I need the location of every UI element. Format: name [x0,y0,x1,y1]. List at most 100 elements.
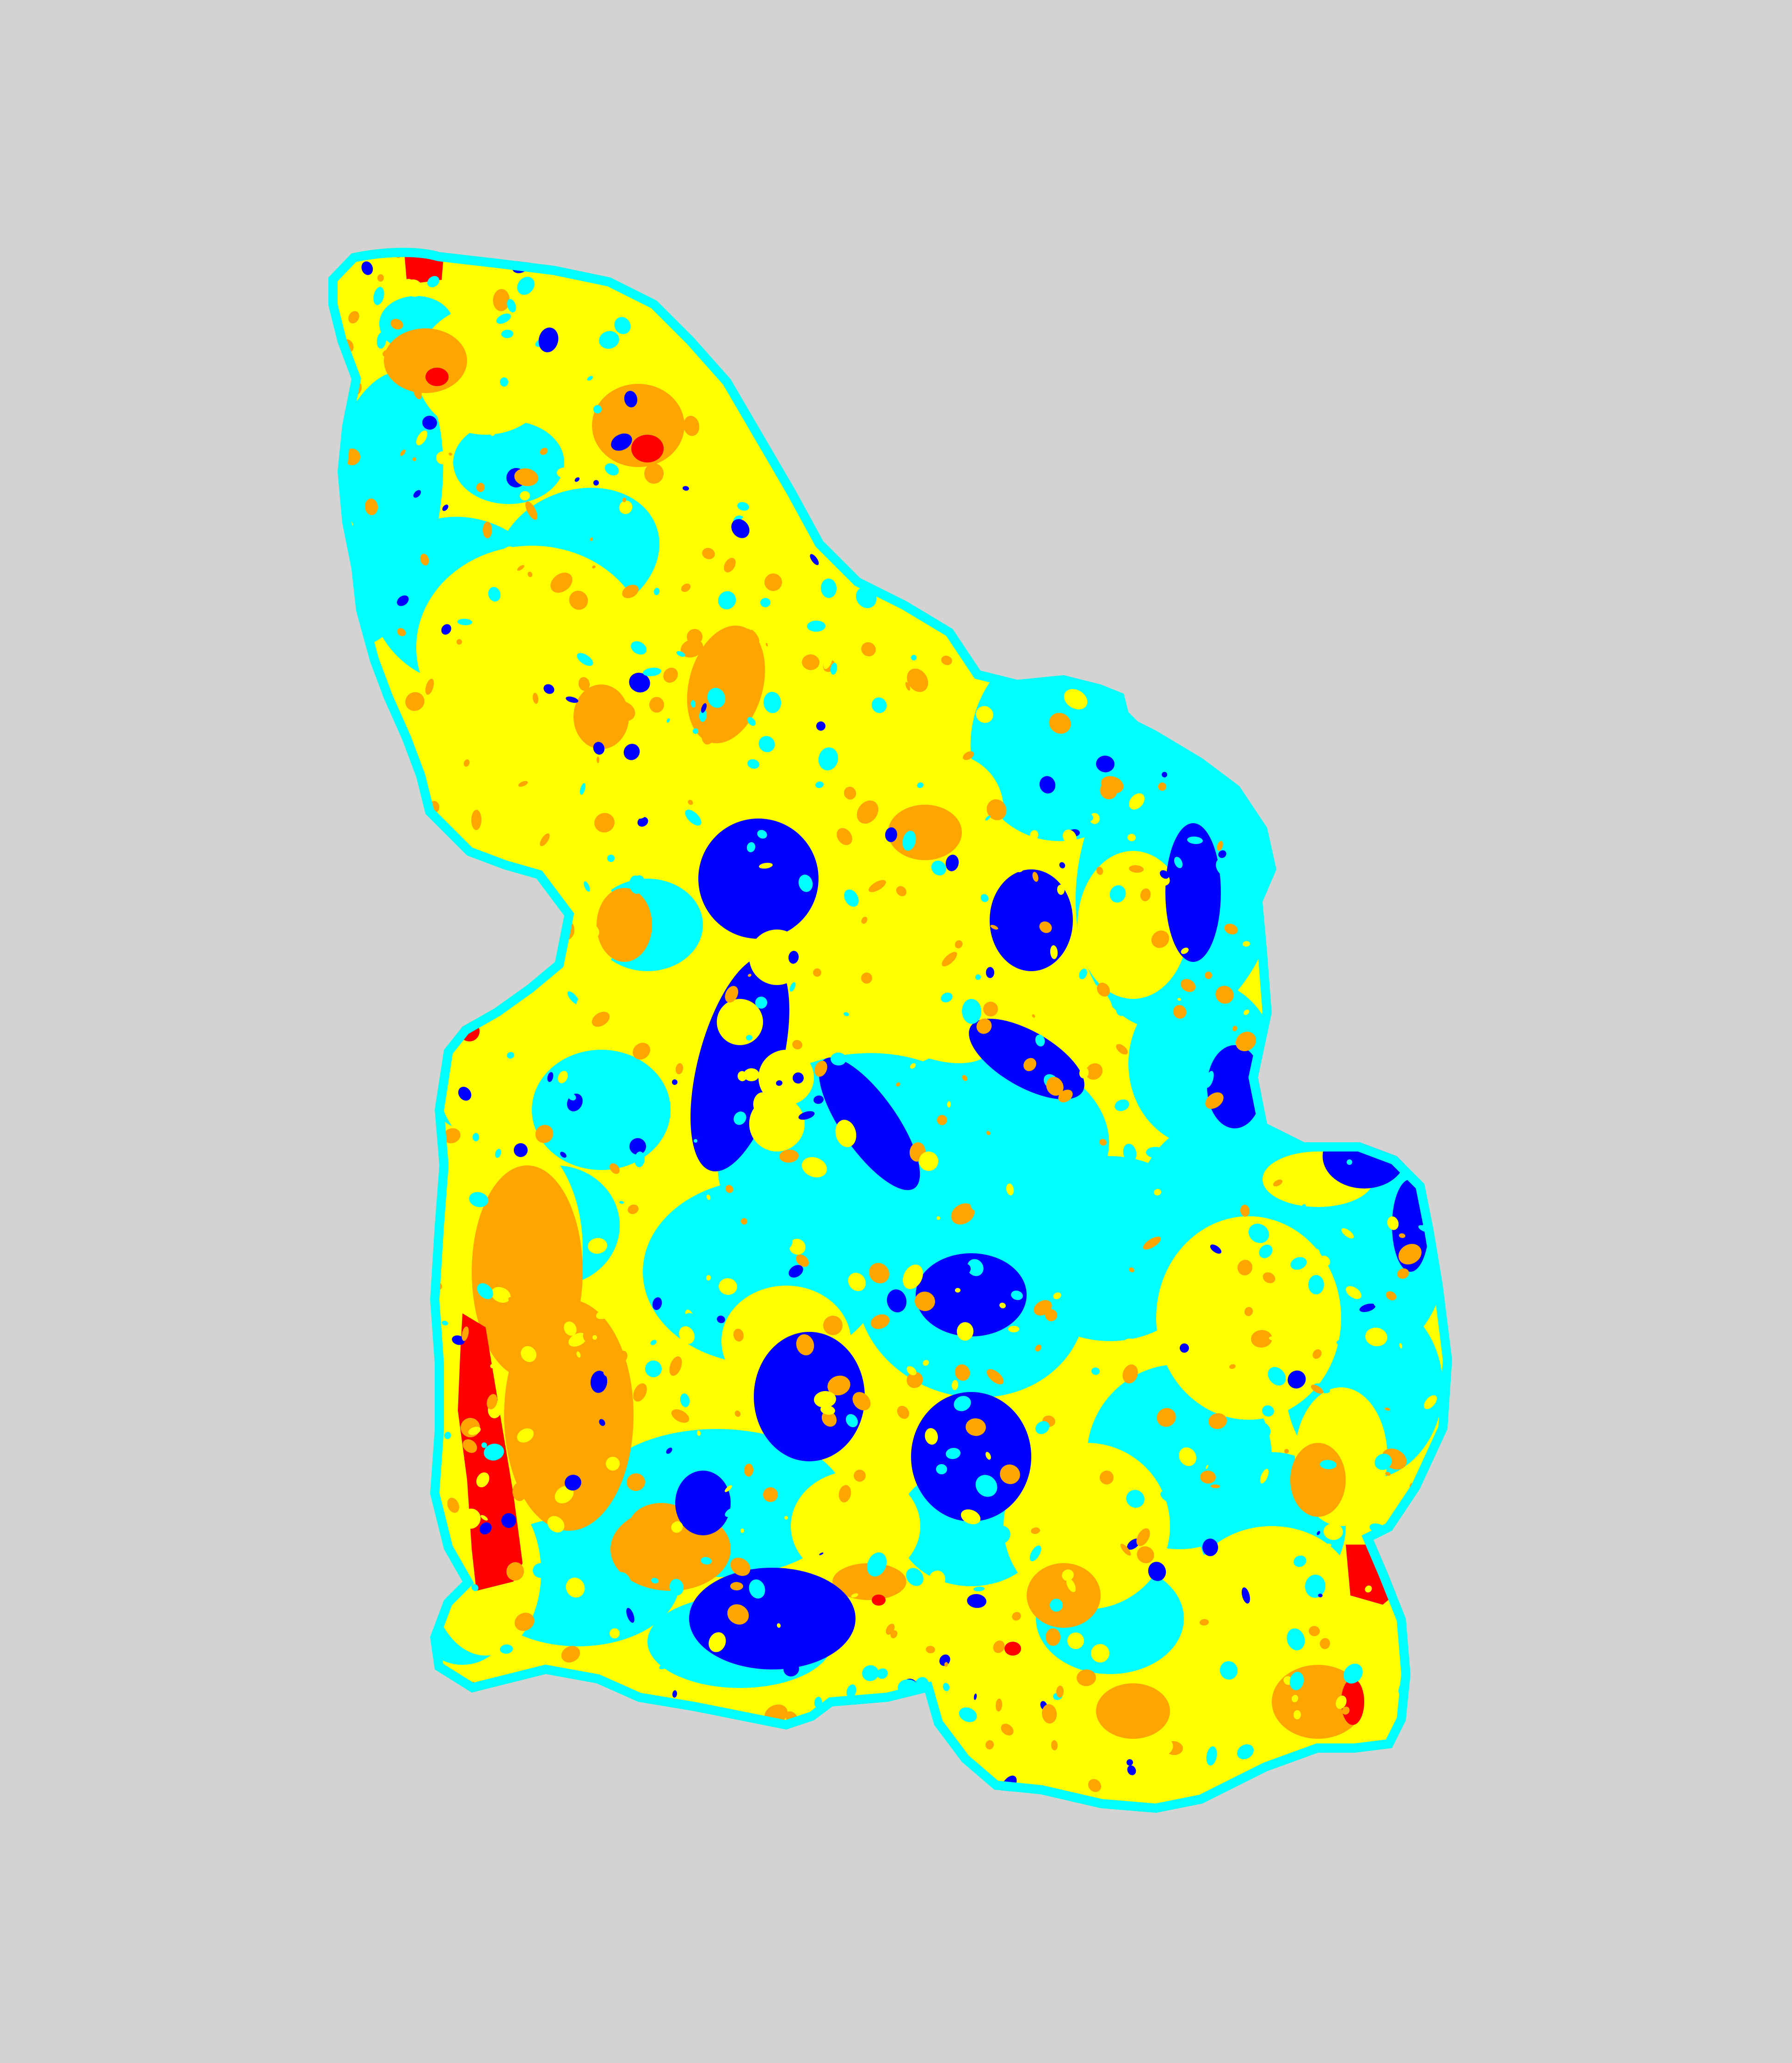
speckle [362,1494,369,1505]
speckle [1116,1044,1128,1055]
speckle [1051,1740,1058,1750]
speckle [333,1522,340,1530]
speckle [993,1640,1005,1653]
speckle [746,1035,752,1041]
speckle [1257,302,1277,315]
speckle [942,1683,950,1691]
speckle [1106,358,1120,374]
speckle [389,1383,405,1398]
speckle [354,1557,377,1575]
speckle [1251,1422,1271,1439]
speckle [1356,1505,1366,1518]
speckle [919,1152,938,1171]
zone-very-low-13 [1165,823,1221,962]
speckle [848,1273,866,1291]
speckle [770,413,780,424]
speckle [1376,543,1382,548]
speckle [650,1101,656,1106]
speckle [776,1623,781,1628]
speckle [680,359,700,382]
speckle [1423,1564,1441,1577]
speckle [983,1002,998,1016]
speckle [1264,544,1282,562]
speckle [547,663,551,667]
speckle [844,1163,858,1176]
speckle [1224,924,1238,935]
speckle [649,697,664,713]
speckle [1029,493,1038,505]
speckle [1090,1131,1107,1152]
speckle [637,817,648,827]
speckle [1058,1090,1073,1102]
speckle [384,1080,401,1097]
speckle [1314,454,1319,459]
speckle [416,430,428,446]
speckle [1183,622,1200,635]
speckle [751,775,757,780]
speckle [334,928,345,939]
speckle [934,1344,946,1355]
speckle [382,348,399,358]
speckle [693,728,698,734]
speckle [329,1372,341,1386]
speckle [725,414,739,429]
speckle [384,982,388,991]
speckle [1334,994,1350,1014]
speckle [750,592,757,599]
speckle [779,385,789,400]
speckle [413,386,422,400]
speckle [369,991,375,997]
speckle [1316,1797,1320,1801]
speckle [495,1149,501,1158]
speckle [1265,594,1279,610]
speckle [329,1152,349,1167]
speckle [1035,1421,1050,1435]
speckle [576,1351,581,1358]
speckle [903,278,924,296]
speckle [1133,343,1142,355]
speckle [1315,1249,1320,1257]
speckle [1375,784,1392,800]
speckle [1206,1465,1208,1469]
speckle [719,1278,737,1295]
speckle [328,721,347,730]
speckle [667,255,687,266]
speckle [1241,261,1260,270]
speckle [1039,921,1052,933]
speckle [815,1759,822,1765]
speckle [1414,511,1420,517]
speckle [332,1414,350,1426]
speckle [746,842,756,852]
speckle [469,1192,488,1207]
speckle [447,1319,461,1331]
speckle [891,1456,904,1472]
speckle [1039,776,1056,794]
zone-very-low-6 [916,1253,1027,1336]
speckle [1035,1344,1041,1352]
speckle [1260,1469,1269,1484]
speckle [1210,1244,1222,1254]
speckle [1122,1364,1138,1384]
speckle [470,1717,480,1727]
speckle [796,1334,814,1355]
speckle [747,717,756,726]
speckle [1316,1036,1326,1046]
speckle [909,1786,922,1801]
speckle [554,1486,574,1503]
speckle [1218,751,1224,763]
speckle [1144,559,1152,568]
speckle [690,700,696,708]
speckle [896,419,903,424]
speckle [1174,856,1183,868]
speckle [584,881,590,892]
speckle [614,317,631,334]
speckle [905,322,920,335]
speckle [1102,637,1120,658]
speckle [1165,1005,1176,1012]
speckle [1350,1726,1366,1743]
speckle [1062,829,1077,845]
speckle [1163,442,1175,457]
speckle [709,1508,715,1515]
speckle [522,311,532,322]
speckle [560,1152,567,1158]
